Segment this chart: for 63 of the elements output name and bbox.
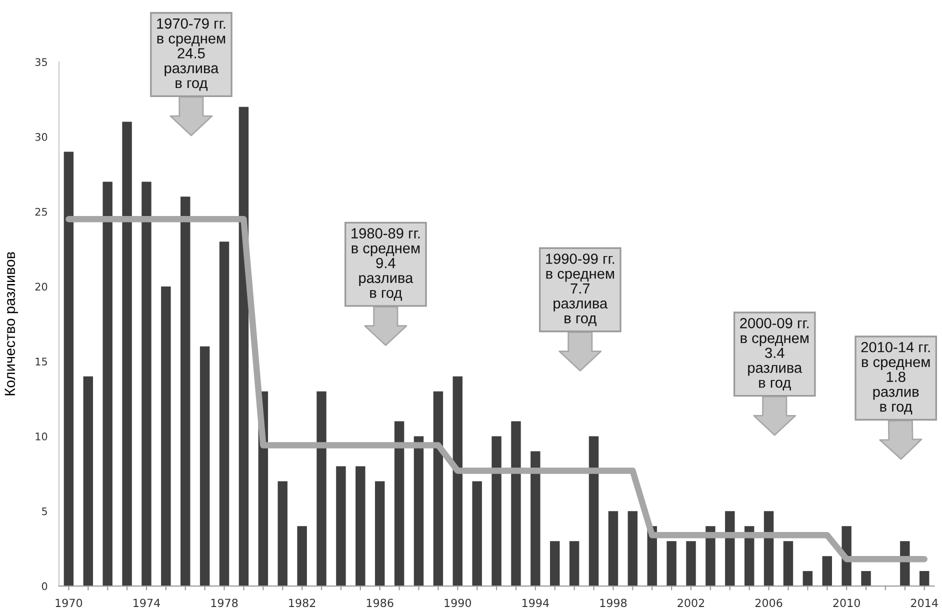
bar — [297, 526, 307, 586]
bar — [628, 511, 638, 586]
x-tick-label: 1978 — [211, 598, 238, 608]
x-tick-label: 1990 — [444, 598, 472, 608]
bar — [64, 152, 74, 586]
bar — [180, 196, 190, 586]
x-tick-label: 1994 — [522, 598, 549, 608]
y-tick-label: 5 — [42, 508, 47, 516]
bar — [569, 541, 580, 586]
bar — [219, 242, 230, 586]
bar — [588, 436, 599, 586]
y-tick-label: 30 — [35, 133, 48, 141]
annotation: 1970-79 гг. в среднем 24.5 разлива в год — [157, 18, 226, 91]
bar — [686, 541, 696, 586]
y-tick-label: 0 — [42, 582, 48, 590]
bar — [433, 391, 444, 586]
bar — [802, 571, 813, 586]
bar — [83, 376, 93, 586]
bar — [706, 526, 716, 586]
bar — [472, 481, 482, 586]
annotation: 2010-14 гг. в среднем 1.8 разлив в год — [861, 342, 930, 415]
bar — [122, 122, 132, 586]
x-tick-label: 2014 — [911, 598, 938, 608]
bar — [414, 436, 424, 586]
bar — [666, 541, 676, 586]
annotation: 1980-89 гг. в среднем 9.4 разлива в год — [352, 228, 420, 301]
bar — [822, 556, 832, 586]
y-tick-label: 20 — [35, 282, 48, 291]
bar — [725, 511, 735, 586]
bar — [783, 541, 794, 586]
x-tick-label: 2002 — [678, 598, 704, 608]
annotation: 2000-09 гг. в среднем 3.4 разлива в год — [740, 318, 809, 391]
bar — [336, 466, 346, 586]
bar — [530, 451, 540, 586]
y-tick-label: 25 — [35, 208, 47, 216]
annotation: 1990-99 гг. в среднем 7.7 разлива в год — [546, 254, 614, 326]
x-tick-label: 2010 — [833, 598, 860, 608]
y-tick-label: 15 — [36, 358, 47, 366]
bar — [200, 346, 210, 586]
bar — [316, 391, 326, 586]
bar — [278, 481, 288, 586]
x-tick-label: 1986 — [366, 598, 394, 608]
bar — [452, 376, 462, 586]
bar — [142, 182, 152, 586]
bar — [394, 421, 404, 586]
bar — [161, 286, 171, 586]
x-tick-label: 1982 — [289, 598, 316, 608]
x-tick-label: 1974 — [134, 598, 160, 608]
bar — [511, 421, 521, 586]
bar — [492, 436, 502, 586]
bar — [374, 481, 385, 586]
bar — [608, 511, 618, 586]
y-axis-title: Количество разливов — [4, 252, 18, 396]
x-tick-label: 1998 — [600, 598, 627, 608]
x-tick-label: 2006 — [755, 598, 782, 608]
bar — [861, 571, 871, 586]
y-tick-label: 35 — [35, 58, 47, 66]
bar — [102, 182, 112, 586]
y-tick-label: 10 — [36, 432, 48, 440]
x-tick-label: 1970 — [56, 598, 82, 608]
bar — [550, 541, 560, 586]
bar — [920, 571, 930, 586]
bar — [356, 466, 366, 586]
